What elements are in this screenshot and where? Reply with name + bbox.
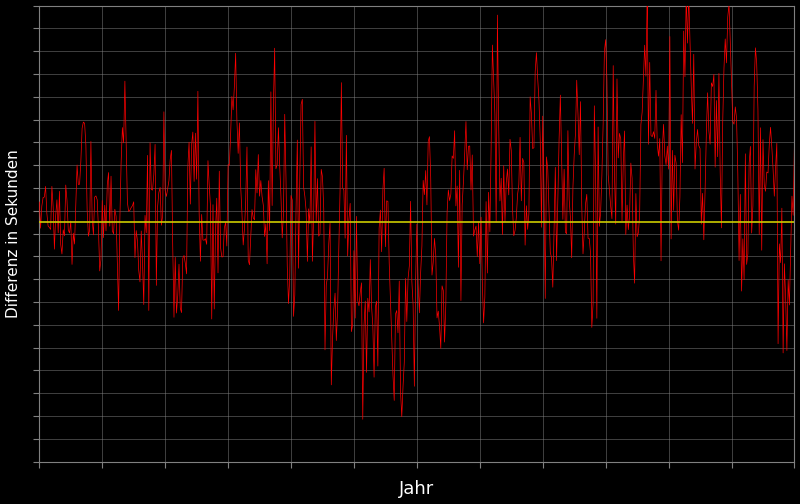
Y-axis label: Differenz in Sekunden: Differenz in Sekunden [6,149,21,318]
X-axis label: Jahr: Jahr [399,480,434,498]
